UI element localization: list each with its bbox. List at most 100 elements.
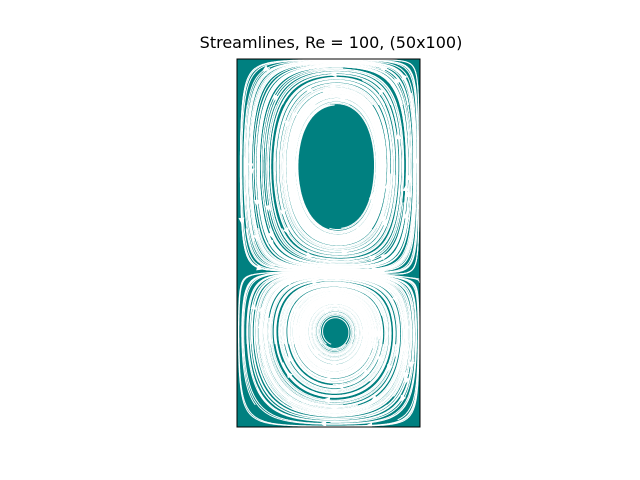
stream-arrow bbox=[323, 308, 332, 315]
streamline bbox=[267, 278, 398, 405]
streamline bbox=[245, 60, 416, 271]
streamline bbox=[257, 65, 409, 268]
streamlines bbox=[238, 59, 420, 427]
streamline bbox=[280, 83, 390, 249]
stream-arrow bbox=[300, 327, 307, 335]
stream-arrow bbox=[341, 281, 350, 288]
stream-arrow bbox=[261, 65, 270, 72]
stream-arrow bbox=[370, 330, 377, 338]
stream-arrow bbox=[329, 59, 337, 66]
stream-arrow bbox=[283, 227, 290, 235]
stream-arrow bbox=[378, 355, 384, 364]
stream-arrow bbox=[402, 184, 409, 192]
streamline bbox=[290, 289, 380, 381]
streamline bbox=[259, 274, 408, 416]
stream-arrow bbox=[336, 383, 344, 389]
stream-arrow bbox=[362, 369, 370, 377]
stream-arrow bbox=[356, 302, 364, 310]
stream-arrow bbox=[361, 331, 368, 339]
streamline bbox=[266, 71, 402, 263]
stream-arrow bbox=[298, 273, 307, 280]
stream-arrow bbox=[305, 251, 314, 258]
streamline bbox=[298, 295, 372, 376]
stream-arrow bbox=[250, 302, 257, 310]
stream-arrow bbox=[405, 190, 412, 198]
stream-arrow bbox=[414, 156, 420, 164]
stream-arrow bbox=[321, 86, 330, 93]
stream-arrow bbox=[378, 66, 387, 72]
stream-arrow bbox=[381, 218, 388, 227]
streamline bbox=[238, 271, 420, 427]
stream-arrow bbox=[286, 370, 293, 379]
stream-arrow bbox=[344, 299, 352, 305]
stream-arrow bbox=[399, 394, 407, 403]
streamline bbox=[262, 275, 406, 414]
stream-arrow bbox=[256, 264, 264, 271]
stream-arrow bbox=[368, 192, 375, 201]
streamline bbox=[247, 272, 417, 422]
stream-arrow bbox=[380, 214, 386, 223]
stream-arrow bbox=[400, 72, 408, 81]
stream-arrow bbox=[284, 120, 291, 129]
stream-arrow bbox=[403, 211, 410, 219]
stream-arrow bbox=[364, 352, 371, 361]
stream-arrow bbox=[319, 420, 327, 427]
stream-arrow bbox=[303, 111, 311, 120]
stream-arrow bbox=[329, 360, 337, 367]
stream-arrow bbox=[387, 364, 393, 372]
stream-arrow bbox=[395, 132, 402, 140]
chart-title: Streamlines, Re = 100, (50x100) bbox=[199, 33, 463, 52]
stream-arrow bbox=[377, 88, 385, 96]
stream-arrow bbox=[247, 163, 254, 171]
stream-arrow bbox=[401, 345, 408, 353]
axes-frame bbox=[236, 58, 421, 428]
stream-arrow bbox=[402, 355, 409, 364]
stream-arrow bbox=[378, 179, 385, 187]
stream-arrow bbox=[311, 278, 320, 285]
stream-arrow bbox=[292, 111, 298, 120]
stream-arrow bbox=[258, 305, 265, 313]
stream-arrow bbox=[267, 231, 274, 240]
stream-arrow bbox=[279, 209, 286, 217]
stream-arrow bbox=[292, 306, 299, 314]
stream-arrow bbox=[415, 202, 420, 210]
stream-arrow bbox=[328, 82, 336, 89]
stream-arrow bbox=[273, 94, 280, 102]
stream-arrow bbox=[406, 173, 413, 181]
stream-arrow bbox=[288, 354, 294, 363]
streamline bbox=[281, 283, 389, 391]
stream-arrow bbox=[369, 255, 377, 262]
stream-arrow bbox=[322, 397, 331, 404]
stream-arrow bbox=[323, 377, 331, 383]
stream-arrow bbox=[380, 253, 388, 261]
streamline bbox=[293, 293, 375, 378]
stream-arrow bbox=[253, 199, 260, 207]
stream-arrow bbox=[305, 86, 314, 93]
stream-arrows bbox=[238, 59, 420, 427]
stream-arrow bbox=[314, 232, 322, 239]
stream-arrow bbox=[248, 168, 255, 176]
stream-arrow bbox=[289, 163, 296, 171]
stream-arrow bbox=[370, 395, 379, 402]
stream-arrow bbox=[392, 295, 398, 304]
streamline bbox=[274, 78, 397, 257]
stream-arrow bbox=[371, 197, 378, 205]
stream-arrow bbox=[312, 63, 320, 70]
stream-arrow bbox=[355, 225, 363, 233]
stream-arrow bbox=[368, 61, 376, 68]
streamline bbox=[264, 69, 403, 262]
stream-arrow bbox=[384, 181, 391, 189]
stream-arrow bbox=[320, 269, 328, 276]
streamline bbox=[248, 61, 417, 272]
stream-arrow bbox=[393, 77, 401, 85]
stream-arrow bbox=[375, 121, 382, 129]
streamline bbox=[288, 89, 385, 243]
stream-arrow bbox=[309, 96, 317, 104]
stream-arrow bbox=[311, 272, 319, 279]
stream-arrow bbox=[408, 361, 415, 369]
stream-arrow bbox=[363, 268, 371, 275]
stream-arrow bbox=[329, 71, 337, 78]
stream-arrow bbox=[238, 217, 245, 225]
